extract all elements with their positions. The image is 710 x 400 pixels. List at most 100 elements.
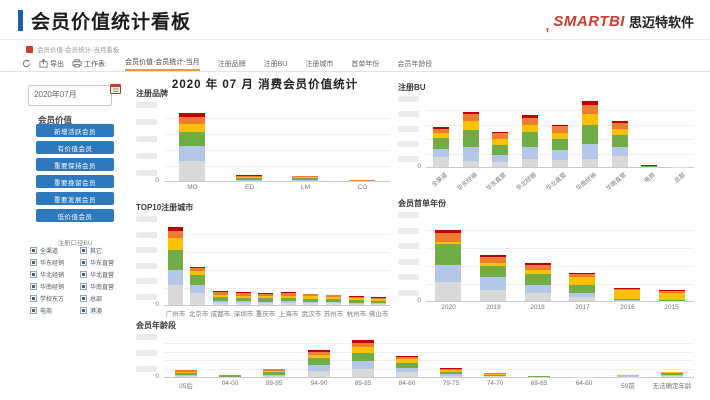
y-tick-placeholder [136,216,157,222]
bar-2019[interactable] [480,254,506,301]
bar-华南直营[interactable] [612,121,628,167]
bar-无法确定年龄[interactable] [661,371,683,377]
bar-武汉市[interactable] [303,293,318,305]
bu-checkbox-港澳[interactable]: 港澳 [80,306,126,315]
bar-上海市[interactable] [281,292,296,305]
segment-red [303,293,318,295]
y-zero-label: 0 [417,163,421,170]
bu-checkbox-全渠道[interactable]: 全渠道 [30,246,76,255]
bar-69-65[interactable] [528,375,550,377]
y-tick-placeholder [398,259,419,265]
bar-佛山市[interactable] [371,297,386,305]
export-button[interactable]: 导出 [39,59,64,69]
bar-89-85[interactable] [352,339,374,377]
bar-2015[interactable] [659,290,685,301]
bar-84-80[interactable] [396,355,418,377]
y-tick-placeholder [136,334,157,340]
plot-area [164,102,390,182]
gridline [164,166,390,167]
bar-电商[interactable] [641,165,657,167]
bu-checkbox-华北直营[interactable]: 华北直营 [80,270,126,279]
bar-2020[interactable] [435,230,461,301]
x-label-84-80: 84-80 [398,380,416,387]
x-label-05后: 05后 [179,383,193,390]
title-accent-bar [18,10,23,31]
bu-checkbox-华南直营[interactable]: 华南直营 [80,282,126,291]
bar-2016[interactable] [614,288,640,301]
y-tick-placeholder [398,243,419,249]
bar-LM[interactable] [292,176,318,181]
bar-94-90[interactable] [308,349,330,377]
tab-0[interactable]: 会员价值-会员统计-当月 [124,57,200,71]
bar-北京市[interactable] [190,267,205,305]
segment-red [582,101,598,105]
printer-icon [72,59,82,68]
bu-checkbox-华南经销[interactable]: 华南经销 [30,282,76,291]
segment-blue [236,301,251,303]
y-zero-label: 0 [155,301,159,308]
bu-checkbox-电商[interactable]: 电商 [30,306,76,315]
bar-MO[interactable] [179,113,205,181]
tab-4[interactable]: 首单年份 [351,60,380,68]
bar-华东直营[interactable] [492,132,508,167]
segment-green [433,138,449,150]
bar-华北经销[interactable] [522,115,538,167]
member-value-button-5[interactable]: 低价值会员 [36,209,114,222]
x-axis-labels: 广州市 北京市 成都市 深圳市 重庆市 上海市 武汉市 苏州市 杭州市 佛山市 [164,306,390,318]
bar-华南经销[interactable] [582,101,598,167]
bar-CG[interactable] [349,180,375,181]
bar-04-00[interactable] [219,375,241,377]
bar-重庆市[interactable] [258,293,273,305]
bar-苏州市[interactable] [326,294,341,305]
print-worksheet-button[interactable]: 工作表: [72,59,107,69]
bar-全渠道[interactable] [433,127,449,167]
segment-red [213,291,228,292]
y-tick-placeholder [398,141,419,147]
segment-gray [190,293,205,305]
member-value-button-4[interactable]: 重要发展会员 [36,192,114,205]
member-value-button-0[interactable]: 新增活跃会员 [36,124,114,137]
bu-checkbox-华东直营[interactable]: 华东直营 [80,258,126,267]
bar-59前[interactable] [617,374,639,377]
y-tick-placeholder [136,366,157,372]
bu-checkbox-总部[interactable]: 总部 [80,294,126,303]
tab-1[interactable]: 注册品牌 [217,60,246,68]
date-filter-input[interactable] [34,90,96,99]
bar-74-70[interactable] [484,373,506,377]
bar-2017[interactable] [569,272,595,301]
member-value-button-2[interactable]: 重要保持会员 [36,158,114,171]
bu-checkbox-华东经销[interactable]: 华东经销 [30,258,76,267]
bar-2018[interactable] [525,263,551,301]
bu-checkbox-学校东方[interactable]: 学校东方 [30,294,76,303]
bar-05后[interactable] [175,369,197,377]
bar-99-95[interactable] [263,369,285,377]
bar-华北直营[interactable] [552,125,568,167]
bar-79-75[interactable] [440,368,462,377]
segment-gray [236,302,251,305]
bu-option-row-0: 全渠道 其它 [30,246,126,255]
tab-2[interactable]: 注册BU [263,60,288,68]
bu-checkbox-华北经销[interactable]: 华北经销 [30,270,76,279]
bar-成都市[interactable] [213,291,228,305]
tab-5[interactable]: 会员年龄段 [397,60,433,68]
calendar-icon[interactable] [110,83,121,94]
segment-yellow [522,125,538,133]
checkbox-icon [80,307,87,314]
bar-华东经销[interactable] [463,111,479,167]
bar-广州市[interactable] [168,227,183,305]
bar-ED[interactable] [236,175,262,181]
segment-orange [371,297,386,300]
y-tick-placeholder [136,294,157,300]
member-value-button-3[interactable]: 重要挽留会员 [36,175,114,188]
bu-checkbox-其它[interactable]: 其它 [80,246,126,255]
date-filter[interactable] [28,84,121,106]
segment-red [168,227,183,231]
tab-3[interactable]: 注册城市 [305,60,334,68]
bar-杭州市[interactable] [349,296,364,305]
refresh-button[interactable] [22,59,31,68]
member-value-button-1[interactable]: 有价值会员 [36,141,114,154]
segment-gray [661,376,683,377]
segment-blue [190,285,205,293]
bu-option-row-1: 华东经销 华东直营 [30,258,126,267]
bar-深圳市[interactable] [236,292,251,305]
